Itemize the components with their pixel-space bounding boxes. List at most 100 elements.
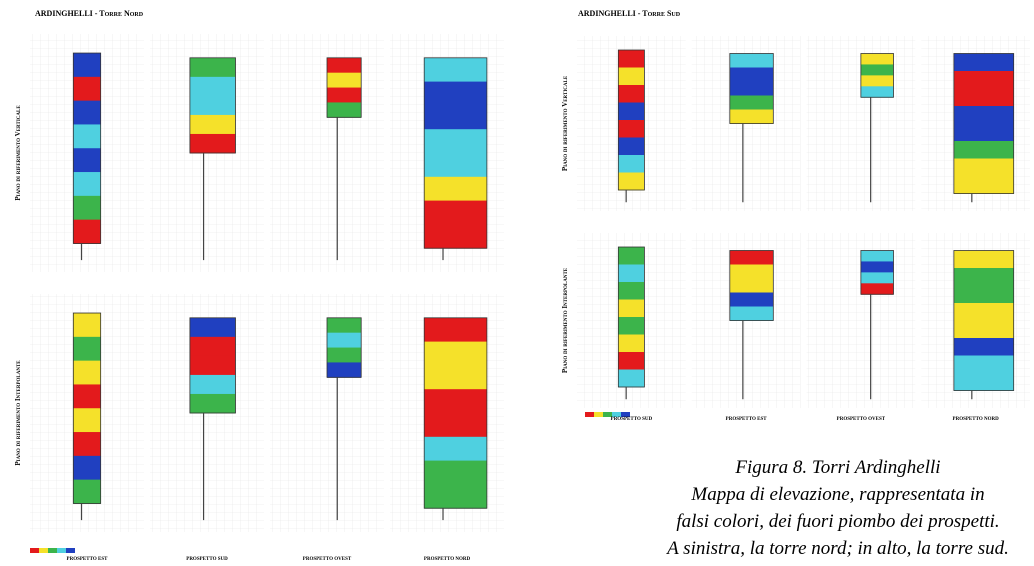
false-color-band — [327, 58, 361, 73]
false-color-band — [424, 201, 487, 225]
false-color-band — [73, 77, 100, 101]
false-color-band — [424, 105, 487, 129]
false-color-band — [190, 115, 236, 135]
false-color-band — [424, 129, 487, 153]
false-color-band — [327, 333, 361, 348]
false-color-band — [954, 338, 1014, 356]
figure: ARDINGHELLI - Torre Nord ARDINGHELLI - T… — [0, 0, 1034, 566]
false-color-band — [73, 172, 100, 196]
false-color-band — [861, 86, 894, 97]
panel-label: Prospetto Est — [726, 417, 768, 422]
false-color-band — [424, 58, 487, 82]
panel-label: Prospetto Sud — [186, 557, 228, 562]
false-color-band — [73, 101, 100, 125]
false-color-band — [73, 480, 100, 504]
false-color-band — [424, 437, 487, 461]
elevation-panel — [921, 36, 1030, 211]
false-color-band — [730, 82, 774, 97]
false-color-band — [618, 370, 644, 388]
right-title: ARDINGHELLI - Torre Sud — [578, 9, 681, 18]
false-color-band — [190, 77, 236, 97]
false-color-band — [730, 110, 774, 125]
false-color-band — [618, 120, 644, 138]
false-color-band — [861, 251, 894, 262]
false-color-band — [73, 220, 100, 244]
false-color-band — [73, 384, 100, 408]
false-color-band — [424, 365, 487, 389]
false-color-band — [618, 155, 644, 173]
false-color-band — [618, 138, 644, 156]
false-color-band — [327, 318, 361, 333]
false-color-band — [327, 348, 361, 363]
false-color-band — [618, 103, 644, 121]
false-color-band — [618, 85, 644, 103]
false-color-band — [954, 286, 1014, 304]
false-color-band — [73, 361, 100, 385]
false-color-band — [730, 251, 774, 266]
panel-label: Prospetto Nord — [424, 557, 471, 562]
false-color-band — [861, 272, 894, 283]
elevation-panel — [270, 294, 384, 532]
false-color-band — [618, 282, 644, 300]
false-color-band — [73, 456, 100, 480]
false-color-band — [954, 106, 1014, 124]
false-color-band — [190, 96, 236, 116]
false-color-band — [861, 261, 894, 272]
false-color-band — [73, 53, 100, 77]
false-color-band — [327, 73, 361, 88]
false-color-band — [424, 389, 487, 413]
false-color-band — [190, 134, 236, 154]
panel-label: Prospetto Ovest — [303, 557, 352, 562]
false-color-band — [954, 159, 1014, 177]
false-color-band — [730, 96, 774, 111]
false-color-band — [618, 317, 644, 335]
elevation-panel — [150, 34, 264, 272]
false-color-band — [954, 373, 1014, 391]
false-color-band — [861, 64, 894, 75]
false-color-band — [954, 303, 1014, 321]
false-color-band — [327, 88, 361, 103]
row-label: Piano di riferimento Verticale — [14, 105, 22, 201]
elevation-panel — [577, 36, 686, 211]
false-color-band — [954, 321, 1014, 339]
false-color-band — [73, 124, 100, 148]
false-color-band — [861, 75, 894, 86]
false-color-band — [954, 89, 1014, 107]
caption-line: A sinistra, la torre nord; in alto, la t… — [665, 538, 1009, 559]
false-color-band — [424, 153, 487, 177]
row-label: Piano di riferimento Interpolante — [561, 267, 569, 373]
elevation-panel — [807, 233, 916, 408]
false-color-band — [954, 71, 1014, 89]
false-color-band — [73, 148, 100, 172]
elevation-panel — [30, 34, 144, 272]
false-color-band — [861, 283, 894, 294]
false-color-band — [424, 177, 487, 201]
false-color-band — [954, 124, 1014, 142]
elevation-panel — [692, 36, 801, 211]
false-color-band — [730, 265, 774, 280]
false-color-band — [730, 54, 774, 69]
elevation-panel — [577, 233, 686, 408]
caption-line: Figura 8. Torri Ardinghelli — [734, 457, 940, 478]
row-label: Piano di riferimento Verticale — [561, 75, 569, 171]
false-color-band — [861, 54, 894, 65]
panel-label: Prospetto Est — [67, 557, 109, 562]
false-color-band — [73, 432, 100, 456]
row-label: Piano di riferimento Interpolante — [14, 360, 22, 466]
false-color-band — [424, 318, 487, 342]
false-color-band — [618, 335, 644, 353]
false-color-band — [730, 68, 774, 83]
false-color-band — [954, 54, 1014, 72]
false-color-band — [190, 58, 236, 78]
false-color-band — [954, 251, 1014, 269]
caption-line: Mappa di elevazione, rappresentata in — [690, 484, 984, 505]
elevation-panel — [390, 34, 504, 272]
false-color-band — [424, 413, 487, 437]
false-color-band — [954, 176, 1014, 194]
false-color-band — [424, 82, 487, 106]
left-title: ARDINGHELLI - Torre Nord — [35, 9, 144, 18]
false-color-band — [327, 102, 361, 117]
false-color-band — [327, 362, 361, 377]
false-color-band — [190, 394, 236, 414]
false-color-band — [618, 173, 644, 191]
